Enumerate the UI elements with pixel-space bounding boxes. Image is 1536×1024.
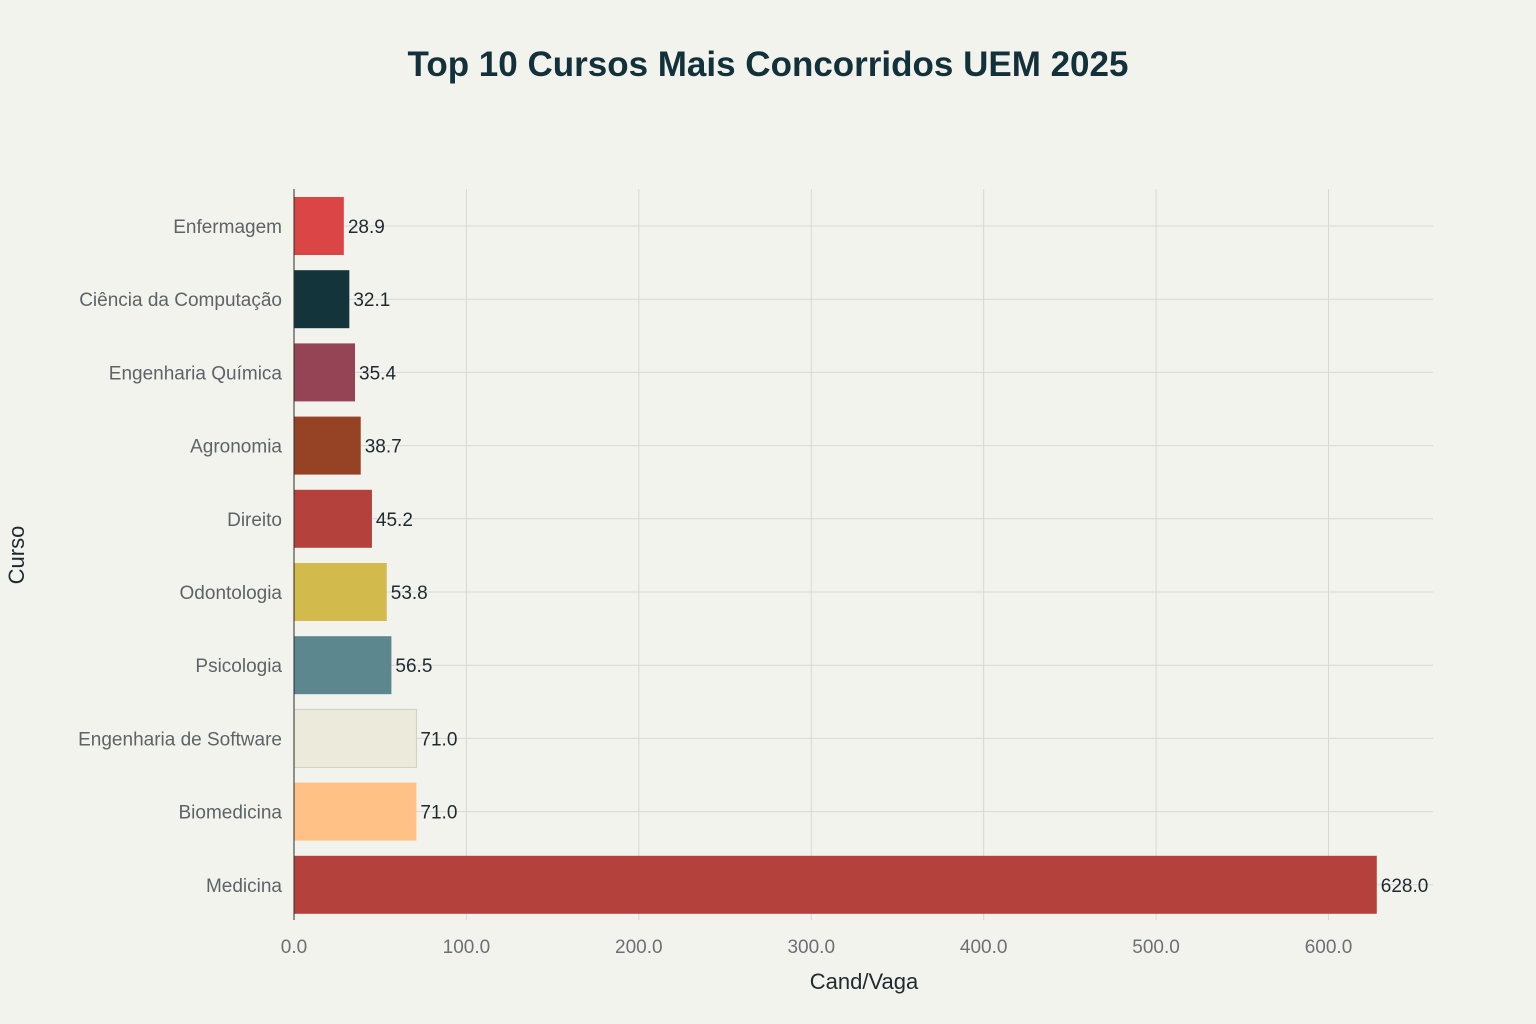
value-label: 628.0 <box>1381 876 1429 897</box>
category-label: Psicologia <box>195 656 282 677</box>
x-tick-label: 200.0 <box>615 937 663 958</box>
category-label: Agronomia <box>190 437 282 458</box>
bar-medicina <box>294 855 1377 914</box>
category-label: Biomedicina <box>179 803 283 824</box>
chart-title: Top 10 Cursos Mais Concorridos UEM 2025 <box>408 45 1129 84</box>
bar-ciencia-da-computacao <box>294 270 350 329</box>
value-label: 71.0 <box>420 729 457 750</box>
category-label: Engenharia Química <box>109 363 283 384</box>
value-label: 45.2 <box>376 510 413 531</box>
value-label: 35.4 <box>359 363 396 384</box>
x-tick-label: 500.0 <box>1132 937 1180 958</box>
category-label: Direito <box>227 510 282 531</box>
value-label: 38.7 <box>365 437 402 458</box>
x-tick-label: 0.0 <box>281 937 307 958</box>
category-label: Medicina <box>206 876 282 897</box>
x-tick-label: 400.0 <box>960 937 1008 958</box>
y-axis-title: Curso <box>4 526 29 585</box>
value-label: 71.0 <box>420 803 457 824</box>
bar-engenharia-quimica <box>294 343 356 402</box>
bar-engenharia-de-software <box>293 708 417 768</box>
bar-biomedicina <box>294 782 417 841</box>
value-label: 56.5 <box>395 656 432 677</box>
value-label: 28.9 <box>348 217 385 238</box>
value-labels: 28.9 32.1 35.4 38.7 45.2 53.8 56.5 71.0 71.0 628.… <box>348 217 1428 897</box>
category-label: Enfermagem <box>173 217 282 238</box>
bar-enfermagem <box>294 197 344 255</box>
bar-agronomia <box>294 416 361 475</box>
x-tick-label: 100.0 <box>443 937 491 958</box>
category-label: Engenharia de Software <box>78 729 282 750</box>
bar-odontologia <box>294 563 387 621</box>
bar-direito <box>294 489 372 548</box>
x-tick-label: 300.0 <box>787 937 835 958</box>
grid <box>294 189 1433 920</box>
value-label: 53.8 <box>391 583 428 604</box>
bar-psicologia <box>294 636 392 695</box>
category-label: Odontologia <box>180 583 283 604</box>
category-labels: Enfermagem Ciência da Computação Engenhari… <box>78 217 282 897</box>
x-tick-label: 600.0 <box>1305 937 1353 958</box>
x-axis-title: Cand/Vaga <box>810 969 919 994</box>
x-tick-labels: 0.0 100.0 200.0 300.0 400.0 500.0 600.0 <box>281 937 1352 958</box>
category-label: Ciência da Computação <box>79 290 282 311</box>
bars <box>293 197 1377 914</box>
value-label: 32.1 <box>353 290 390 311</box>
